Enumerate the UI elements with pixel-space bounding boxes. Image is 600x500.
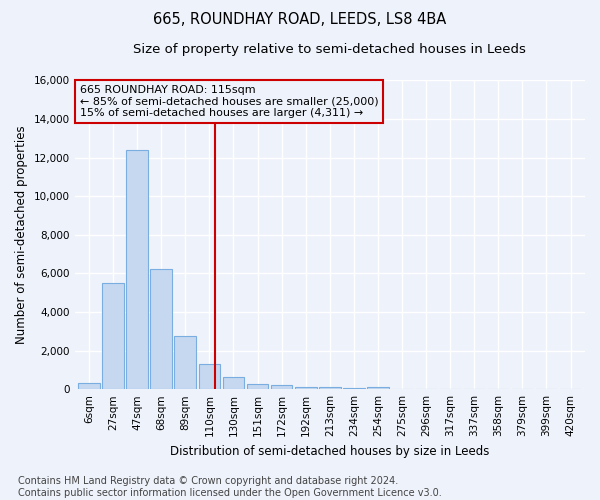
Bar — [102, 283, 124, 389]
Bar — [151, 270, 172, 389]
Title: Size of property relative to semi-detached houses in Leeds: Size of property relative to semi-detach… — [133, 42, 526, 56]
Bar — [247, 384, 268, 389]
Bar — [199, 364, 220, 389]
Y-axis label: Number of semi-detached properties: Number of semi-detached properties — [15, 126, 28, 344]
Bar — [367, 387, 389, 389]
X-axis label: Distribution of semi-detached houses by size in Leeds: Distribution of semi-detached houses by … — [170, 444, 490, 458]
Bar — [223, 377, 244, 389]
Bar — [78, 384, 100, 389]
Bar — [271, 386, 292, 389]
Text: 665 ROUNDHAY ROAD: 115sqm
← 85% of semi-detached houses are smaller (25,000)
15%: 665 ROUNDHAY ROAD: 115sqm ← 85% of semi-… — [80, 85, 378, 118]
Bar — [319, 387, 341, 389]
Text: 665, ROUNDHAY ROAD, LEEDS, LS8 4BA: 665, ROUNDHAY ROAD, LEEDS, LS8 4BA — [154, 12, 446, 28]
Bar — [127, 150, 148, 389]
Bar — [175, 336, 196, 389]
Text: Contains HM Land Registry data © Crown copyright and database right 2024.
Contai: Contains HM Land Registry data © Crown c… — [18, 476, 442, 498]
Bar — [295, 386, 317, 389]
Bar — [343, 388, 365, 389]
